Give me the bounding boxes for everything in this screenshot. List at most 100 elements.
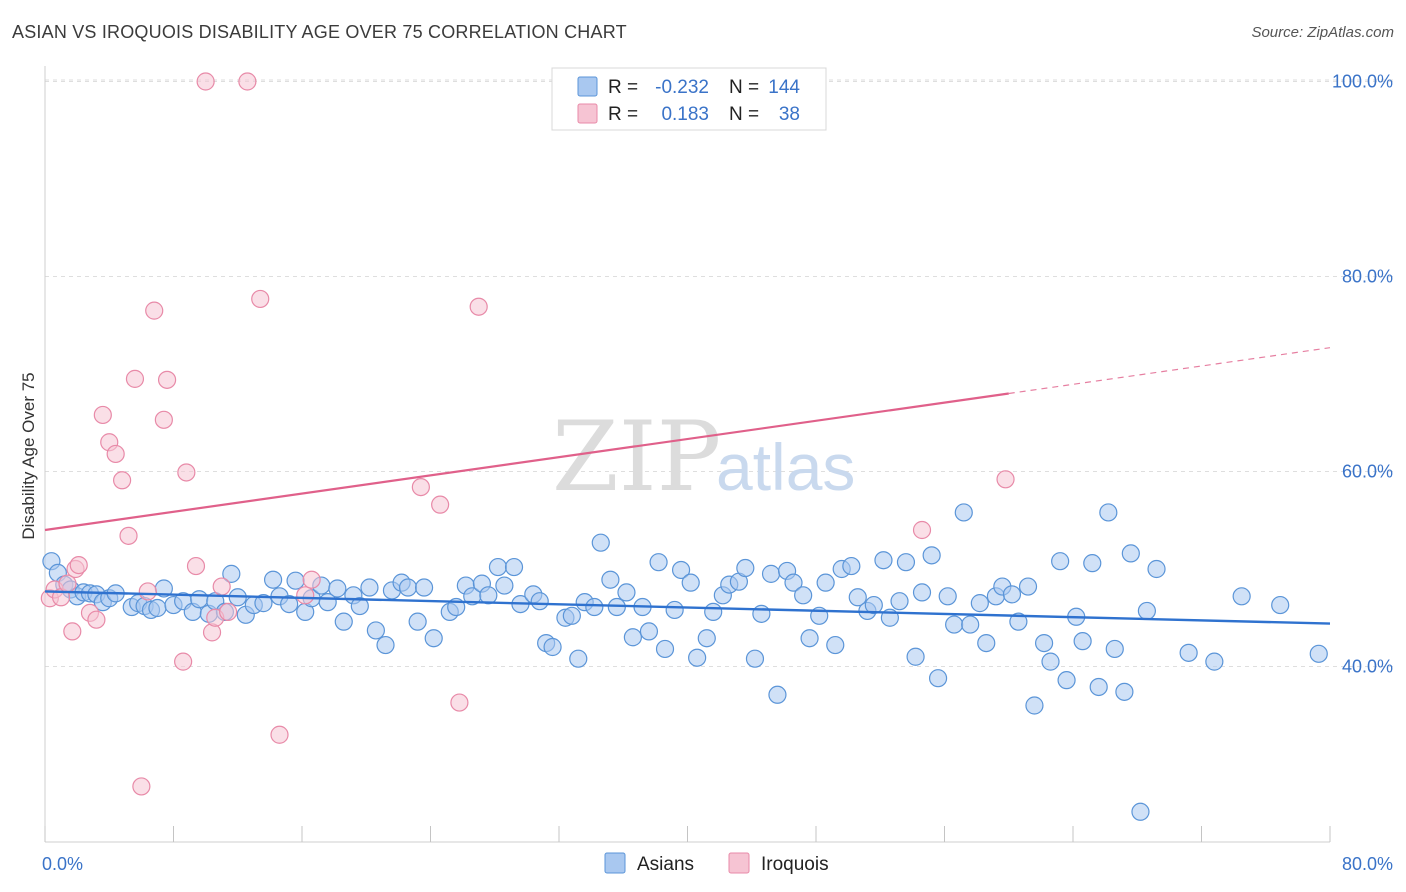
asians-point [1179,643,1198,662]
iroquois-point [296,586,315,605]
legend-n-value: 144 [768,77,800,98]
asians-point [671,560,691,580]
asians-point [752,604,771,623]
y-tick-labels: 40.0% 60.0% 80.0% 100.0% [1332,72,1393,677]
iroquois-point [251,289,270,309]
series-legend: Asians Iroquois [604,852,829,875]
asians-point [761,564,781,583]
asians-point [890,592,909,611]
asians-point [1105,639,1124,659]
iroquois-point [270,725,289,744]
asians-point [655,639,675,659]
iroquois-point [125,369,145,388]
asians-point [938,587,957,606]
bottom-legend-swatch-iroquois [728,852,750,874]
asians-point [148,598,167,618]
asians-point [1083,554,1102,573]
iroquois-point [112,471,132,490]
asians-point [562,606,581,625]
grid-lines [45,79,1395,667]
asians-point [688,648,707,667]
asians-point [479,586,498,605]
asians-point [504,557,524,577]
asians-point [681,573,700,592]
asians-point [263,570,283,589]
asians-point [569,649,588,668]
asians-point [591,533,610,552]
asians-point [1115,682,1134,701]
asians-point [350,596,369,616]
asians-point [704,602,723,622]
legend-n-value: 38 [779,104,800,125]
asians-point [864,595,883,615]
iroquois-point [145,301,164,320]
axes [44,66,1331,843]
x-tick-label: 0.0% [42,854,83,874]
chart-title: ASIAN VS IROQUOIS DISABILITY AGE OVER 75… [12,22,627,42]
asians-point [1137,601,1156,621]
iroquois-point [154,410,173,429]
asians-point [543,637,562,657]
asians-point [848,588,867,607]
asians-point [1025,696,1044,715]
iroquois-points [40,72,1015,796]
asians-point [1131,802,1150,821]
legend-n-label: N = [729,77,759,98]
legend-swatch-iroquois [577,103,598,124]
iroquois-point [63,622,82,641]
legend-n-label: N = [729,104,759,125]
asians-point [1041,652,1060,671]
asians-point [1073,632,1092,651]
iroquois-point [912,520,932,540]
iroquois-point [186,556,206,576]
legend-r-value: -0.232 [655,77,709,98]
legend-r-label: R = [608,77,638,98]
asians-point [360,578,379,597]
asians-point [190,590,209,609]
asians-point [945,615,964,634]
asians-point [1121,544,1140,563]
asians-point [745,649,765,668]
iroquois-point [69,555,88,575]
asians-point [222,564,241,583]
asians-point [1051,552,1070,571]
y-tick-label: 100.0% [1332,72,1393,92]
source-label: Source: ZipAtlas.com [1251,24,1394,41]
iroquois-point [157,370,177,389]
iroquois-point [87,610,106,629]
asians-point [665,600,684,620]
asians-point [736,558,755,578]
asians-point [639,622,659,641]
asians-point [334,612,353,631]
asians-point [928,669,948,688]
asians-trend-line [44,590,1331,625]
iroquois-trend-extension [1008,347,1331,395]
asians-point [1309,644,1328,663]
legend-r-label: R = [608,104,638,125]
watermark: ZIP atlas [552,401,855,513]
asians-point [408,612,427,631]
iroquois-point [450,693,469,712]
y-tick-label: 40.0% [1342,657,1393,677]
watermark-atlas: atlas [716,430,855,504]
asians-point [601,570,620,589]
bottom-legend-label-asians: Asians [637,854,694,875]
asians-point [826,635,845,655]
iroquois-point [119,526,138,545]
iroquois-point [411,478,430,497]
asians-trend [44,590,1331,625]
asians-point [794,586,813,605]
asians-point [530,592,549,611]
iroquois-trend [44,347,1331,532]
asians-point [254,594,273,613]
asians-point [842,556,861,576]
asians-point [280,594,299,614]
asians-point [1271,595,1290,615]
asians-point [1099,503,1118,522]
iroquois-point [469,297,488,316]
asians-point [623,628,642,647]
iroquois-point [132,777,151,796]
asians-point [286,571,305,590]
asians-point [912,583,932,602]
